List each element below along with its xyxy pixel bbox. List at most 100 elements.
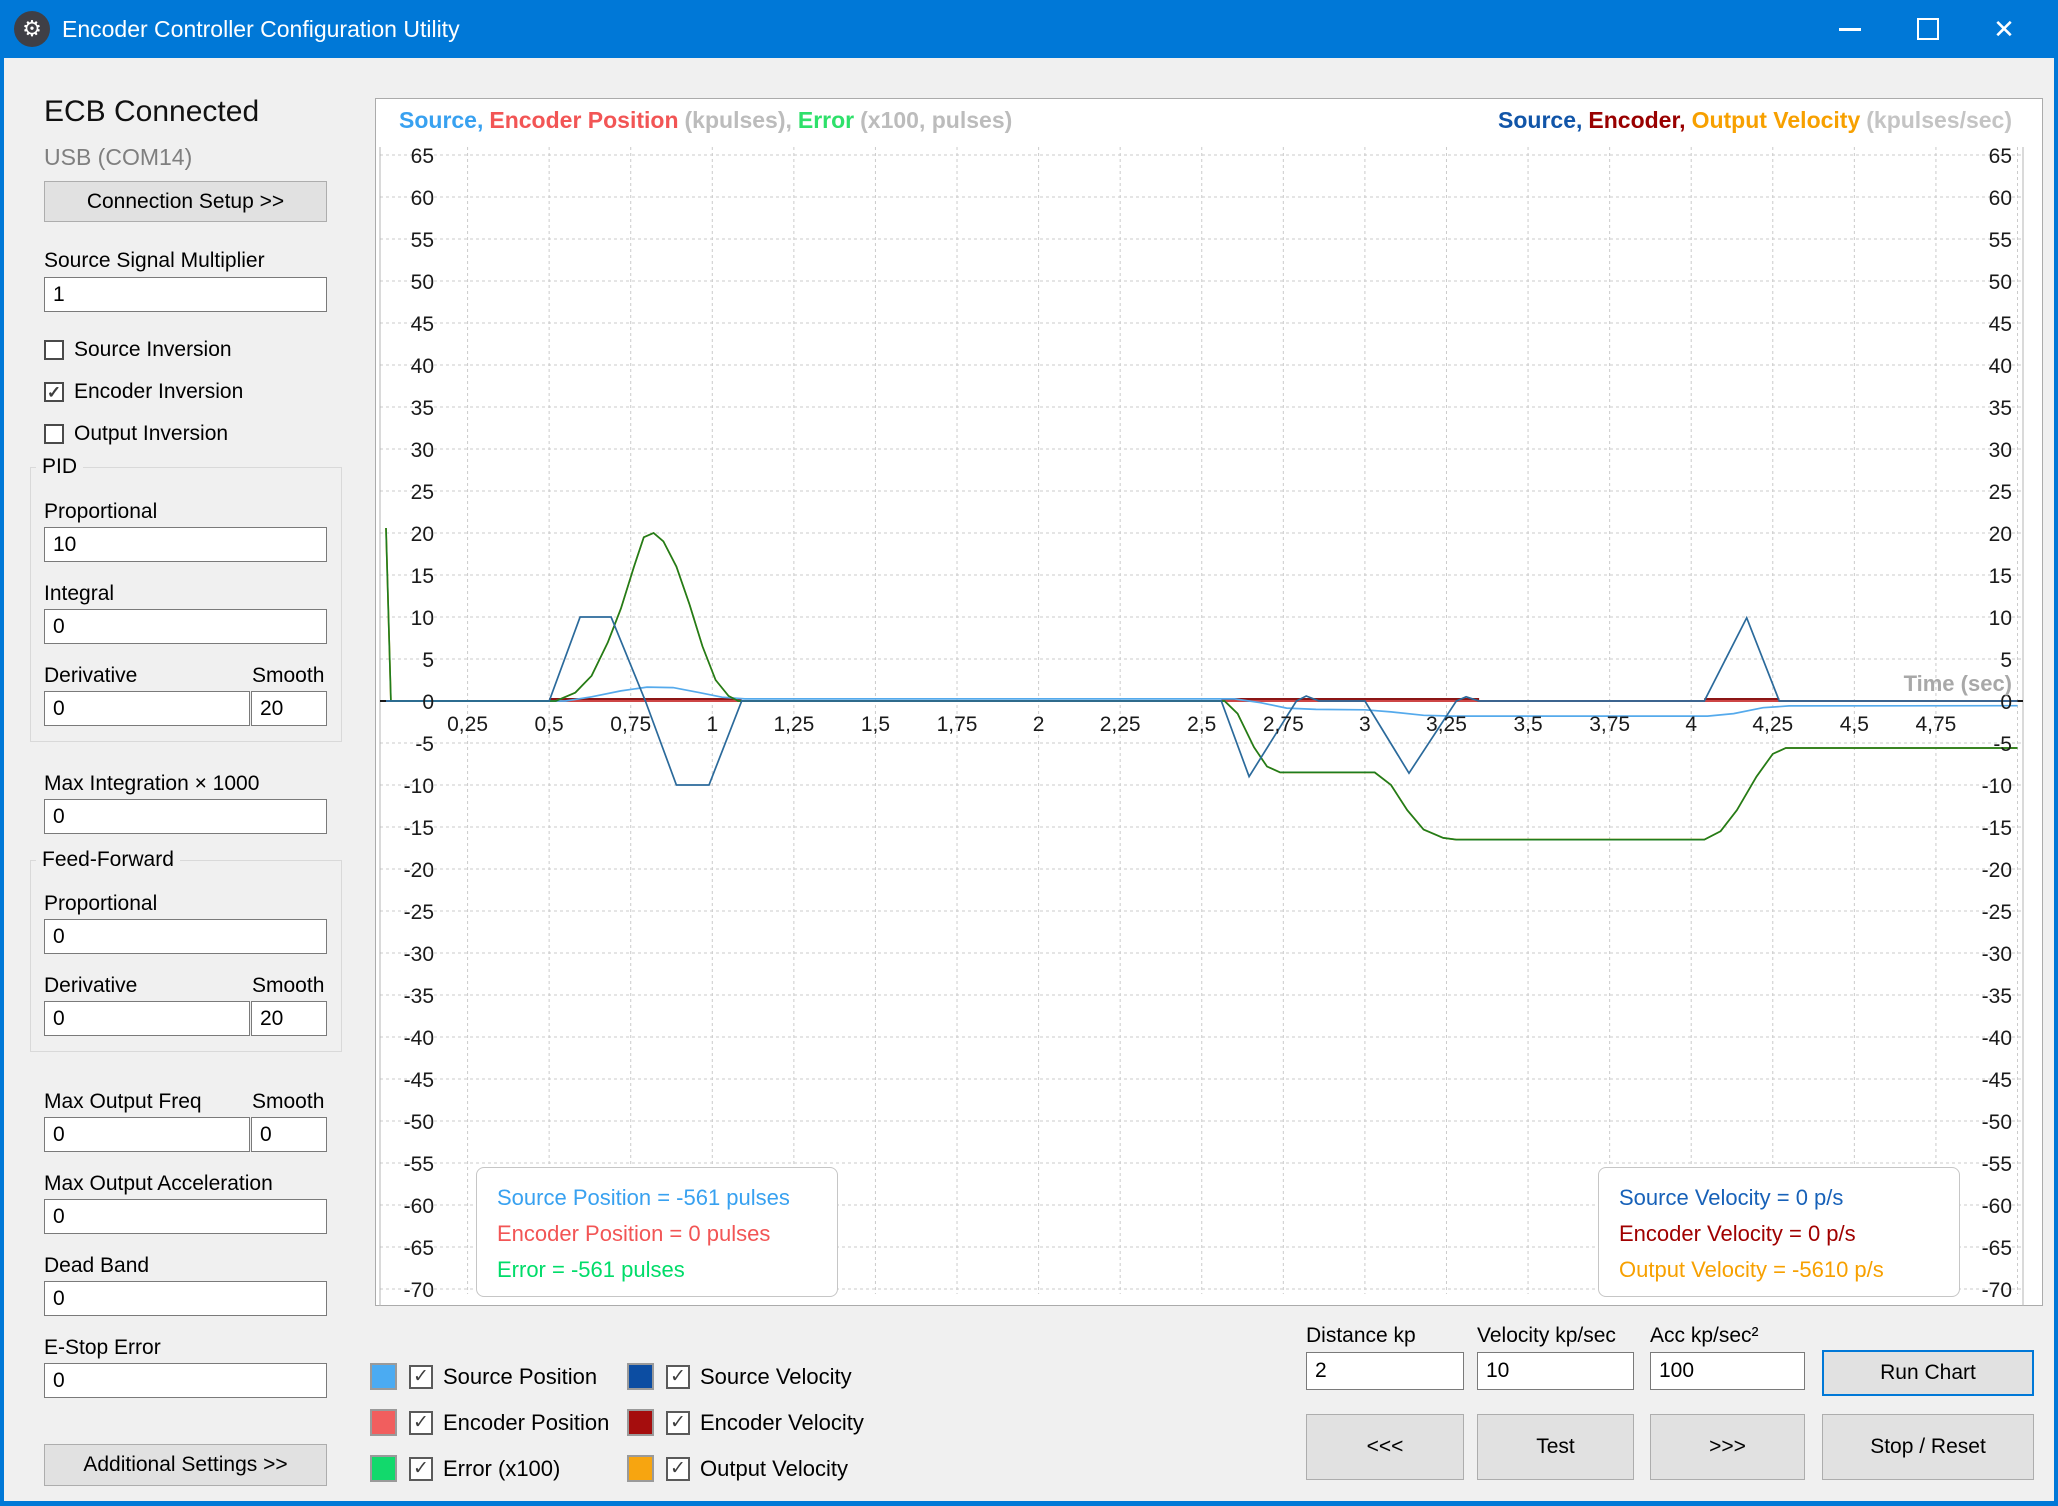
svg-text:4,25: 4,25 (1752, 713, 1793, 736)
legend-label: Error (x100) (443, 1455, 561, 1481)
ff-proportional-input[interactable] (44, 919, 327, 954)
axis-title-part: Encoder, (1588, 107, 1686, 133)
chart-right-axis-title: Source, Encoder, Output Velocity (kpulses/s… (1498, 107, 2018, 134)
pid-integral-input[interactable] (44, 609, 327, 644)
stop-reset-button[interactable]: Stop / Reset (1822, 1414, 2034, 1480)
ff-derivative-label: Derivative (44, 974, 138, 997)
encoder-inversion-box[interactable] (44, 382, 64, 402)
source-inversion-checkbox[interactable]: Source Inversion (44, 338, 232, 362)
max-output-freq-smooth-input[interactable] (251, 1117, 327, 1152)
svg-text:-10: -10 (404, 775, 434, 798)
axis-title-part: Error (797, 107, 855, 133)
window-title: Encoder Controller Configuration Utility (62, 15, 460, 42)
ff-derivative-input[interactable] (44, 1001, 250, 1036)
svg-text:65: 65 (1989, 145, 2012, 168)
pid-proportional-input[interactable] (44, 527, 327, 562)
encoder-inversion-checkbox[interactable]: Encoder Inversion (44, 380, 243, 404)
svg-text:3: 3 (1359, 713, 1371, 736)
svg-text:50: 50 (411, 271, 434, 294)
svg-text:20: 20 (1989, 523, 2012, 546)
svg-text:10: 10 (411, 607, 434, 630)
pid-derivative-input[interactable] (44, 691, 250, 726)
readout-line: Output Velocity = -5610 p/s (1619, 1257, 1884, 1282)
output-inversion-box[interactable] (44, 424, 64, 444)
connection-status-heading: ECB Connected (44, 95, 260, 128)
max-integration-input[interactable] (44, 799, 327, 834)
pid-smooth-input[interactable] (251, 691, 327, 726)
readout-line: Encoder Position = 0 pulses (497, 1221, 771, 1246)
series-visibility-checkbox[interactable]: ✓ (409, 1364, 433, 1389)
dead-band-input[interactable] (44, 1281, 327, 1316)
svg-text:-10: -10 (1982, 775, 2012, 798)
svg-text:15: 15 (1989, 565, 2012, 588)
svg-text:25: 25 (411, 481, 434, 504)
legend-item-error-x100-: ✓ Error (x100) (370, 1455, 560, 1482)
legend-item-encoder-velocity: ✓ Encoder Velocity (627, 1409, 864, 1436)
distance-label: Distance kp (1306, 1324, 1416, 1347)
legend-label: Output Velocity (700, 1455, 848, 1481)
max-output-acceleration-input[interactable] (44, 1199, 327, 1234)
maximize-button[interactable] (1896, 0, 1960, 58)
run-chart-button[interactable]: Run Chart (1822, 1350, 2034, 1396)
legend-item-encoder-position: ✓ Encoder Position (370, 1409, 609, 1436)
axis-title-part: Source, (399, 107, 484, 133)
source-signal-multiplier-input[interactable] (44, 277, 327, 312)
svg-text:0: 0 (2000, 691, 2012, 714)
axis-title-part: Output Velocity (1691, 107, 1861, 133)
connection-setup-button[interactable]: Connection Setup >> (44, 181, 327, 222)
close-icon: ✕ (1993, 13, 2015, 44)
pid-proportional-label: Proportional (44, 500, 158, 523)
velocity-label: Velocity kp/sec (1477, 1324, 1616, 1347)
svg-text:4,75: 4,75 (1915, 713, 1956, 736)
svg-text:2,5: 2,5 (1187, 713, 1216, 736)
svg-text:30: 30 (1989, 439, 2012, 462)
svg-text:-55: -55 (404, 1153, 434, 1176)
svg-text:-45: -45 (1982, 1069, 2012, 1092)
e-stop-error-input[interactable] (44, 1363, 327, 1398)
axis-title-part: (kpulses), (684, 107, 792, 133)
window-border-left (0, 58, 4, 1506)
max-integration-label: Max Integration × 1000 (44, 772, 260, 795)
output-inversion-checkbox[interactable]: Output Inversion (44, 422, 228, 446)
svg-text:40: 40 (411, 355, 434, 378)
svg-text:50: 50 (1989, 271, 2012, 294)
window-border-bottom (0, 1501, 2058, 1506)
readout-line: Error = -561 pulses (497, 1257, 685, 1282)
close-button[interactable]: ✕ (1972, 0, 2036, 58)
axis-title-part: Source, (1498, 107, 1583, 133)
series-visibility-checkbox[interactable]: ✓ (666, 1364, 690, 1389)
source-inversion-box[interactable] (44, 340, 64, 360)
svg-text:45: 45 (1989, 313, 2012, 336)
window-border-right (2054, 58, 2058, 1506)
svg-text:55: 55 (1989, 229, 2012, 252)
svg-text:2,25: 2,25 (1100, 713, 1141, 736)
ff-smooth-input[interactable] (251, 1001, 327, 1036)
distance-input[interactable] (1306, 1352, 1464, 1390)
test-button[interactable]: Test (1477, 1414, 1634, 1480)
svg-text:-60: -60 (1982, 1195, 2012, 1218)
series-visibility-checkbox[interactable]: ✓ (409, 1456, 433, 1481)
svg-text:45: 45 (411, 313, 434, 336)
series-visibility-checkbox[interactable]: ✓ (409, 1410, 433, 1435)
svg-text:3,75: 3,75 (1589, 713, 1630, 736)
step-back-button[interactable]: <<< (1306, 1414, 1464, 1480)
svg-text:-5: -5 (415, 733, 434, 756)
output-inversion-label: Output Inversion (74, 422, 229, 445)
step-forward-button[interactable]: >>> (1650, 1414, 1805, 1480)
svg-text:-35: -35 (404, 985, 434, 1008)
acc-input[interactable] (1650, 1352, 1805, 1390)
svg-text:0,25: 0,25 (447, 713, 488, 736)
svg-text:2: 2 (1033, 713, 1045, 736)
svg-text:5: 5 (2000, 649, 2012, 672)
series-color-swatch (627, 1363, 654, 1390)
pid-integral-label: Integral (44, 582, 115, 605)
minimize-button[interactable] (1818, 0, 1882, 58)
max-output-freq-input[interactable] (44, 1117, 250, 1152)
acc-label: Acc kp/sec² (1650, 1324, 1759, 1347)
additional-settings-button[interactable]: Additional Settings >> (44, 1444, 327, 1486)
svg-text:-30: -30 (1982, 943, 2012, 966)
velocity-input[interactable] (1477, 1352, 1634, 1390)
series-visibility-checkbox[interactable]: ✓ (666, 1410, 690, 1435)
series-visibility-checkbox[interactable]: ✓ (666, 1456, 690, 1481)
series-error-x100-pulses- (385, 527, 2018, 841)
